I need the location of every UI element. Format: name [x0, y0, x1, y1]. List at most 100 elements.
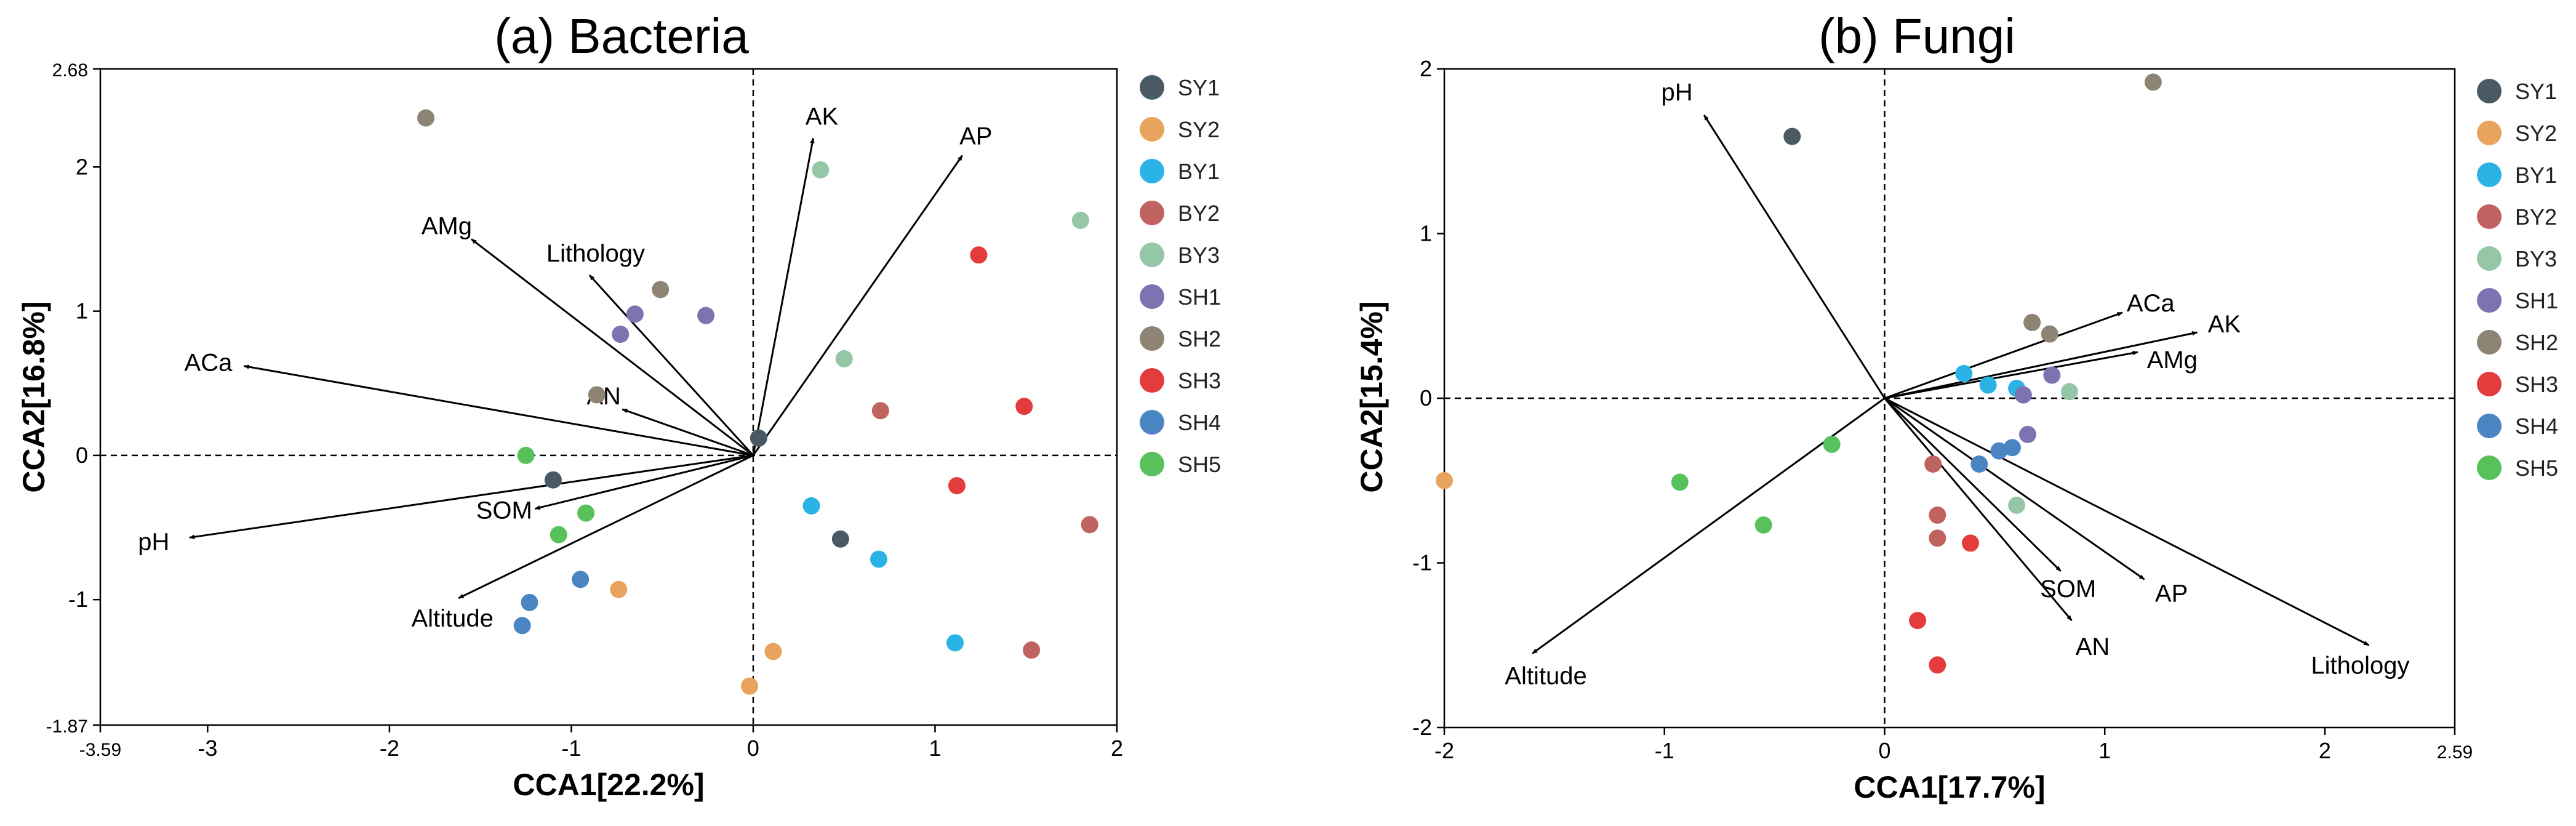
- x-axis-label: CCA1[22.2%]: [513, 768, 704, 802]
- arrow-label-amg: AMg: [2147, 347, 2198, 374]
- x-tick-label: -2: [380, 736, 399, 761]
- arrow-label-lithology: Lithology: [546, 240, 645, 267]
- legend-marker-sh3: [1140, 368, 1164, 393]
- point-sh4: [513, 617, 531, 635]
- point-by1: [946, 634, 964, 652]
- x-tick-label: 1: [929, 736, 941, 761]
- legend-label-sh3: SH3: [1178, 368, 1221, 393]
- y-tick-label: -2: [1412, 715, 1432, 740]
- point-sh3: [1015, 398, 1033, 415]
- point-by2: [1081, 516, 1098, 534]
- point-by2: [1023, 641, 1041, 659]
- x-tick-label: -3.59: [79, 740, 121, 760]
- legend-label-by3: BY3: [1178, 243, 1220, 268]
- point-by3: [2060, 383, 2078, 401]
- point-sy2: [610, 580, 628, 598]
- point-sy1: [544, 471, 562, 489]
- arrow-label-ph: pH: [1662, 79, 1693, 106]
- legend-marker-sh1: [2477, 288, 2502, 313]
- legend-label-by1: BY1: [1178, 159, 1220, 184]
- point-sh1: [612, 326, 630, 343]
- point-sh5: [1823, 435, 1841, 453]
- biplot-arrows: pH ACa AK AMg Altitude SOM AP AN Lithology: [1505, 79, 2409, 690]
- x-tick-label: -1: [561, 736, 581, 761]
- y-tick-label: 2.68: [52, 60, 88, 81]
- legend: SY1 SY2 BY1 BY2 BY3 SH1 SH2 SH3 SH4 SH5: [2477, 79, 2558, 481]
- axis-ticks: -3.59 -3 -2 -1 0 1 2 -1.87 -1 0 1 2 2.68: [46, 60, 1123, 761]
- sample-points: [1436, 73, 2162, 674]
- legend-marker-sy1: [1140, 75, 1164, 100]
- arrow-lithology: [588, 275, 754, 456]
- y-tick-label: -1: [68, 587, 88, 612]
- arrow-an: [622, 408, 754, 457]
- arrow-label-som: SOM: [476, 497, 532, 524]
- point-sh1: [626, 305, 644, 323]
- y-tick-label: 1: [1420, 221, 1432, 246]
- point-by3: [2008, 496, 2026, 514]
- legend-marker-sy2: [1140, 117, 1164, 142]
- point-sh3: [970, 246, 988, 264]
- legend-label-sy2: SY2: [1178, 117, 1220, 142]
- x-tick-label: -3: [198, 736, 217, 761]
- point-sh5: [517, 446, 535, 464]
- x-axis-label: CCA1[17.7%]: [1854, 770, 2045, 804]
- legend-marker-sh4: [1140, 410, 1164, 435]
- chart-title: (b) Fungi: [1818, 9, 2015, 63]
- x-tick-label: -2: [1434, 738, 1454, 763]
- legend-label-by2: BY2: [1178, 201, 1220, 226]
- point-sh1: [697, 307, 715, 324]
- legend-marker-sy2: [2477, 121, 2502, 145]
- arrow-ap: [752, 154, 964, 456]
- legend-marker-by3: [1140, 243, 1164, 267]
- point-sh4: [521, 593, 538, 611]
- point-sh1: [2043, 366, 2061, 384]
- legend-marker-sh2: [2477, 330, 2502, 355]
- legend-marker-sy1: [2477, 79, 2502, 103]
- legend-marker-sh5: [2477, 455, 2502, 480]
- point-sh5: [550, 526, 567, 543]
- legend-label-sh5: SH5: [2515, 455, 2558, 481]
- legend-label-sh2: SH2: [2515, 330, 2558, 355]
- arrow-lithology: [1884, 397, 2370, 646]
- x-tick-label: 1: [2098, 738, 2111, 763]
- point-sh2: [2023, 313, 2041, 331]
- y-tick-label: -1: [1412, 550, 1432, 575]
- arrow-label-ap: AP: [2155, 580, 2188, 607]
- point-sy2: [764, 643, 782, 660]
- x-tick-label: 0: [747, 736, 759, 761]
- legend-label-sy1: SY1: [1178, 75, 1220, 100]
- biplot-arrows: AKAPAMgLithologyACaANpHSOMAltitude: [138, 103, 992, 632]
- x-tick-label: 0: [1878, 738, 1890, 763]
- legend-marker-by1: [1140, 159, 1164, 183]
- arrow-aca: [1884, 311, 2123, 399]
- sample-points: [417, 109, 1098, 695]
- arrow-som: [534, 454, 754, 510]
- legend-label-by1: BY1: [2515, 162, 2557, 188]
- arrow-label-aca: ACa: [2127, 290, 2175, 317]
- point-sh3: [1961, 534, 1979, 552]
- point-by2: [1929, 529, 1946, 547]
- point-sh2: [2144, 73, 2162, 91]
- legend-label-by3: BY3: [2515, 246, 2557, 271]
- legend-marker-by2: [1140, 201, 1164, 225]
- point-sh3: [1929, 656, 1946, 674]
- legend-label-sh5: SH5: [1178, 452, 1221, 477]
- point-sh5: [577, 504, 595, 522]
- plot-frame: [99, 68, 1118, 726]
- reference-lines: [100, 69, 1117, 725]
- legend-marker-sh5: [1140, 452, 1164, 476]
- point-sh2: [652, 281, 670, 299]
- arrow-som: [1884, 397, 2062, 572]
- point-sh1: [2014, 386, 2032, 404]
- arrow-label-ph: pH: [138, 528, 169, 555]
- arrow-label-ap: AP: [959, 123, 992, 150]
- arrow-ph: [1703, 114, 1886, 399]
- point-sh3: [1909, 612, 1927, 630]
- point-sh5: [1754, 516, 1772, 534]
- arrow-ak: [752, 137, 815, 456]
- point-sh4: [1990, 442, 2008, 460]
- point-by3: [812, 161, 830, 178]
- legend-label-sy1: SY1: [2515, 79, 2557, 104]
